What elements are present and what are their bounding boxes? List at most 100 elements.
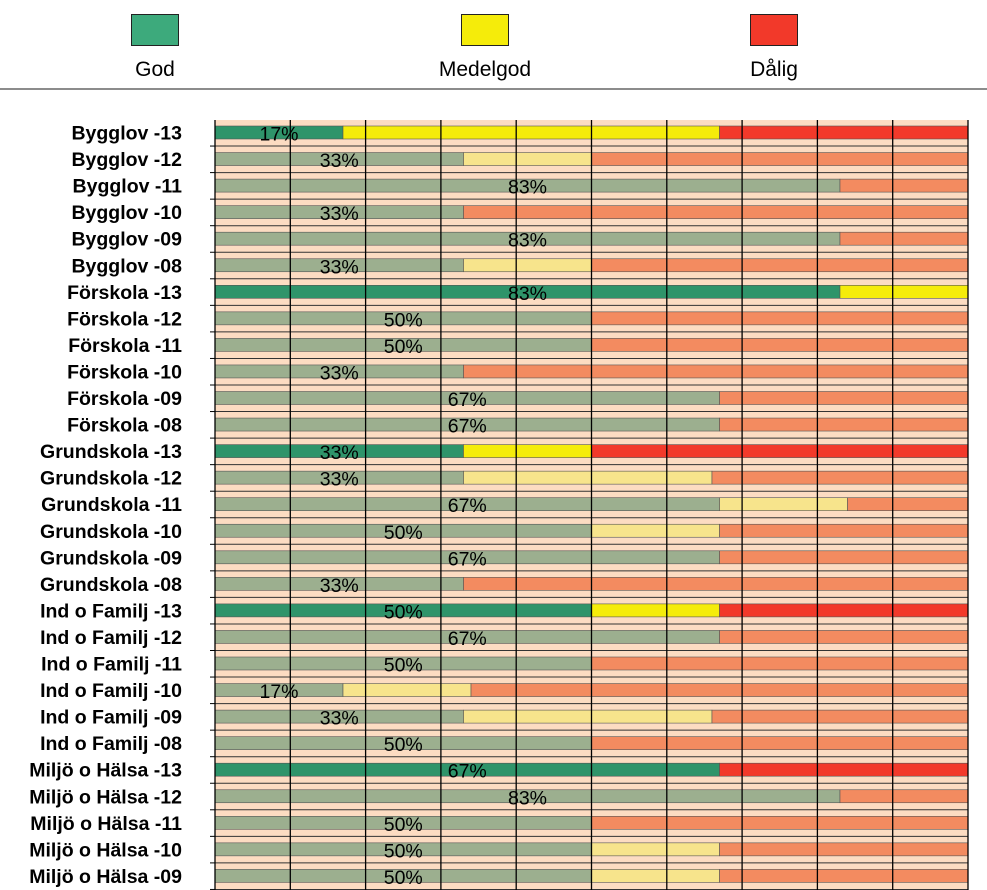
data-label: 33% [320,150,359,172]
data-label: 33% [320,362,359,384]
legend-swatch [131,14,179,46]
legend-divider [0,88,987,90]
data-label: 50% [384,655,423,677]
bar-segment [463,470,713,485]
legend-swatch [750,14,798,46]
bar-segment [711,709,969,724]
bar-segment [719,497,848,512]
bar-segment [719,842,969,857]
data-label: 50% [384,840,423,862]
data-label: 33% [320,469,359,491]
category-label: Ind o Familj -12 [40,627,182,649]
legend-item-1: Medelgod [425,14,545,82]
bar-segment [591,815,969,830]
bar-segment [719,125,969,140]
category-label: Förskola -09 [67,388,182,410]
legend-label: God [135,58,175,81]
data-label: 83% [508,230,547,252]
legend: God Medelgod Dålig [0,0,987,90]
data-label: 50% [384,522,423,544]
category-label: Ind o Familj -11 [41,654,182,676]
data-label: 67% [448,389,487,411]
legend-swatch [461,14,509,46]
category-label: Förskola -11 [68,335,182,357]
bar-segment [711,470,969,485]
data-label: 33% [320,708,359,730]
legend-label: Dålig [750,58,798,81]
legend-item-2: Dålig [714,14,834,82]
data-label: 17% [259,681,298,703]
bar-segment [719,391,969,405]
bar-segment [470,683,969,697]
data-label: 33% [320,575,359,597]
category-label: Bygglov -09 [71,229,182,251]
category-label: Förskola -13 [67,282,182,304]
bar-segment [839,178,969,193]
category-label: Miljö o Hälsa -12 [29,786,182,808]
data-label: 33% [320,442,359,464]
bar-segment [591,523,720,538]
category-label: Ind o Familj -10 [40,680,182,702]
bar-segment [463,709,713,724]
category-label: Bygglov -08 [71,255,182,277]
data-label: 67% [448,416,487,438]
data-label: 33% [320,256,359,278]
data-label: 83% [508,177,547,199]
bar-segment [591,338,969,352]
bar-segment [591,869,720,883]
data-label: 50% [384,734,423,756]
category-label: Miljö o Hälsa -10 [29,839,182,861]
data-label: 50% [384,814,423,836]
bar-segment [719,417,969,432]
bar-segment [463,444,592,458]
bar-segment [719,603,969,618]
category-label: Grundskola -12 [40,468,182,490]
category-label: Förskola -10 [67,361,182,383]
bar-segment [719,630,969,644]
bar-segment [839,789,969,804]
bar-segment [839,284,969,299]
category-label: Bygglov -10 [71,202,182,224]
bar-segment [591,444,969,458]
category-label: Ind o Familj -13 [40,600,182,622]
category-label: Miljö o Hälsa -11 [30,813,182,835]
bar-segment [591,311,969,326]
category-label: Förskola -12 [67,308,182,330]
category-label: Ind o Familj -09 [40,707,182,729]
category-label: Grundskola -11 [41,494,182,516]
bar-segment [719,762,969,777]
category-label: Bygglov -13 [71,123,182,145]
bar-segment [591,258,969,273]
category-label: Ind o Familj -08 [40,733,182,755]
data-label: 83% [508,787,547,809]
data-label: 67% [448,628,487,650]
data-label: 17% [259,124,298,146]
bar-segment [719,550,969,565]
data-label: 67% [448,548,487,570]
data-label: 50% [384,867,423,889]
category-label: Grundskola -13 [40,441,182,463]
category-label: Bygglov -11 [73,176,183,198]
bar-segment [591,736,969,750]
category-label: Grundskola -09 [40,547,182,569]
bar-segment [342,683,472,697]
bar-segment [591,603,720,618]
category-label: Grundskola -08 [40,574,182,596]
bar-segment [591,656,969,671]
bar-segment [719,869,969,883]
data-label: 33% [320,203,359,225]
category-label: Förskola -08 [67,415,182,437]
data-label: 50% [384,309,423,331]
bar-segment [839,231,969,246]
bar-segment [847,497,969,512]
bar-segment [591,152,969,166]
bar-segment [719,523,969,538]
data-label: 50% [384,601,423,623]
category-label: Miljö o Hälsa -09 [29,866,182,888]
bar-segment [591,842,720,857]
bar-segment [463,152,592,166]
legend-label: Medelgod [438,58,532,81]
bar-segment [342,125,720,140]
category-label: Grundskola -10 [40,521,182,543]
